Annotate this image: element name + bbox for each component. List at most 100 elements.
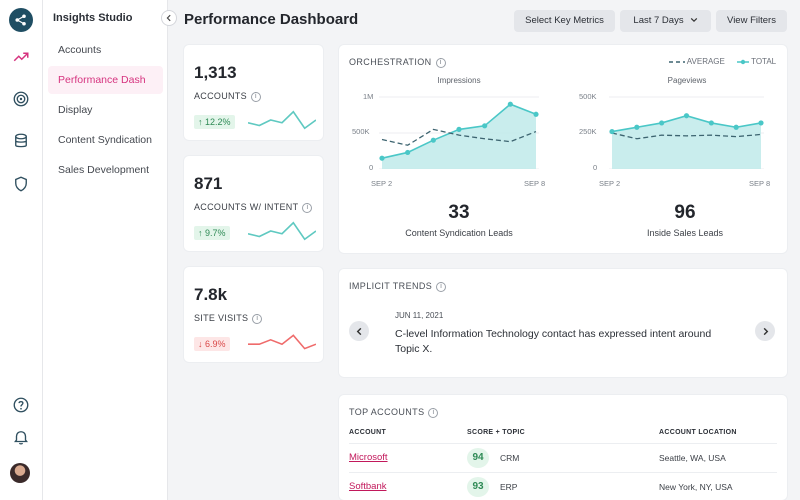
chevron-left-icon — [356, 327, 361, 335]
previous-trend-button[interactable] — [349, 321, 369, 341]
column-header-account: ACCOUNT — [349, 429, 387, 436]
location-text: New York, NY, USA — [659, 482, 733, 492]
total-point — [609, 128, 615, 135]
info-icon[interactable]: i — [250, 91, 261, 102]
account-link[interactable]: Softbank — [349, 481, 387, 492]
sidebar-item-sales-development[interactable]: Sales Development — [58, 164, 150, 176]
sparkline-path — [248, 334, 316, 350]
total-point — [708, 120, 714, 126]
kpi-sparkline — [248, 110, 316, 130]
collapse-sidebar-button[interactable] — [161, 10, 177, 26]
sidebar-item-performance-dash[interactable]: Performance Dash — [48, 66, 163, 94]
sparkline-path — [248, 110, 316, 130]
divider — [349, 472, 777, 473]
kpi-card-accounts: 1,313 ACCOUNTS i ↑ 12.2% — [184, 45, 323, 140]
select-key-metrics-button[interactable]: Select Key Metrics — [514, 10, 615, 32]
x-tick-start: SEP 2 — [371, 179, 393, 188]
average-line — [381, 128, 537, 146]
legend-average: AVERAGE — [669, 57, 725, 66]
column-header-location: ACCOUNT LOCATION — [659, 429, 737, 436]
legend-dash-icon — [669, 61, 685, 63]
kpi-delta-badge: ↑ 12.2% — [194, 115, 235, 129]
total-point — [634, 124, 640, 130]
y-tick: 1M — [363, 92, 374, 101]
kpi-label: ACCOUNTS W/ INTENT i — [194, 202, 313, 213]
info-icon[interactable]: i — [302, 202, 313, 213]
stat-value: 33 — [448, 202, 470, 223]
chevron-right-icon — [763, 327, 768, 335]
trend-date: JUN 11, 2021 — [395, 311, 444, 320]
total-point — [430, 137, 436, 143]
kpi-value: 7.8k — [194, 285, 228, 304]
info-icon[interactable]: i — [436, 281, 447, 292]
total-point — [758, 120, 764, 126]
account-link[interactable]: Microsoft — [349, 452, 388, 463]
section-title: TOP ACCOUNTS i — [349, 407, 439, 418]
legend-total: TOTAL — [737, 57, 776, 66]
info-icon[interactable]: i — [435, 57, 446, 68]
chart-title-impressions: Impressions — [437, 76, 481, 85]
kpi-sparkline — [248, 334, 316, 350]
view-filters-button[interactable]: View Filters — [716, 10, 787, 32]
help-icon[interactable] — [10, 394, 32, 416]
implicit-trends-card: IMPLICIT TRENDS i JUN 11, 2021 C-level In… — [339, 269, 787, 377]
user-avatar[interactable] — [10, 463, 30, 483]
y-tick: 500K — [579, 92, 597, 101]
y-tick: 0 — [369, 163, 374, 172]
column-header-score: SCORE + TOPIC — [467, 429, 526, 436]
target-icon[interactable] — [10, 88, 32, 110]
next-trend-button[interactable] — [755, 321, 775, 341]
shield-icon[interactable] — [10, 173, 32, 195]
sidebar-item-display[interactable]: Display — [58, 104, 93, 116]
y-tick: 0 — [593, 163, 598, 172]
y-tick: 500K — [352, 127, 370, 136]
top-accounts-card: TOP ACCOUNTS i ACCOUNT SCORE + TOPIC ACCO… — [339, 395, 787, 500]
x-tick-start: SEP 2 — [599, 179, 621, 188]
date-range-label: Last 7 Days — [633, 15, 684, 26]
total-point — [533, 111, 539, 117]
total-point — [482, 123, 488, 129]
sidebar-item-content-syndication[interactable]: Content Syndication — [58, 134, 152, 146]
topic-text: CRM — [500, 453, 520, 463]
total-point — [507, 101, 513, 107]
pageviews-chart — [609, 96, 764, 169]
section-title: IMPLICIT TRENDS i — [349, 281, 447, 292]
page-title: Performance Dashboard — [184, 11, 359, 28]
score-badge: 93 — [467, 477, 489, 497]
kpi-card-site-visits: 7.8k SITE VISITS i ↓ 6.9% — [184, 267, 323, 362]
topic-text: ERP — [500, 482, 518, 492]
kpi-value: 871 — [194, 174, 223, 193]
share-logo-icon[interactable] — [9, 8, 33, 32]
bell-icon[interactable] — [10, 426, 32, 448]
orchestration-card: ORCHESTRATION i AVERAGE TOTAL Impressions… — [339, 45, 787, 253]
kpi-value: 1,313 — [194, 63, 237, 82]
kpi-delta-badge: ↑ 9.7% — [194, 226, 230, 240]
average-line — [611, 132, 762, 140]
sidebar-item-accounts[interactable]: Accounts — [58, 44, 102, 56]
y-tick: 250K — [579, 127, 597, 136]
info-icon[interactable]: i — [252, 313, 263, 324]
sparkline-path — [248, 221, 316, 241]
date-range-dropdown[interactable]: Last 7 Days — [620, 10, 711, 32]
trend-text: C-level Information Technology contact h… — [395, 328, 712, 355]
chevron-left-icon — [166, 14, 171, 22]
kpi-sparkline — [248, 221, 316, 241]
info-icon[interactable]: i — [428, 407, 439, 418]
location-text: Seattle, WA, USA — [659, 453, 726, 463]
legend-dot-icon — [737, 59, 749, 65]
kpi-card-accounts-intent: 871 ACCOUNTS W/ INTENT i ↑ 9.7% — [184, 156, 323, 251]
divider — [349, 443, 777, 444]
database-icon[interactable] — [10, 130, 32, 152]
total-point — [659, 120, 665, 126]
x-tick-end: SEP 8 — [524, 179, 546, 188]
stat-label: Content Syndication Leads — [405, 228, 513, 238]
icon-rail — [0, 0, 43, 500]
total-point — [379, 155, 385, 161]
chevron-down-icon — [690, 18, 697, 23]
total-area — [612, 115, 761, 169]
total-point — [683, 113, 690, 119]
trend-up-icon[interactable] — [10, 46, 32, 68]
kpi-label: SITE VISITS i — [194, 313, 263, 324]
kpi-label: ACCOUNTS i — [194, 91, 261, 102]
total-point — [405, 149, 411, 156]
